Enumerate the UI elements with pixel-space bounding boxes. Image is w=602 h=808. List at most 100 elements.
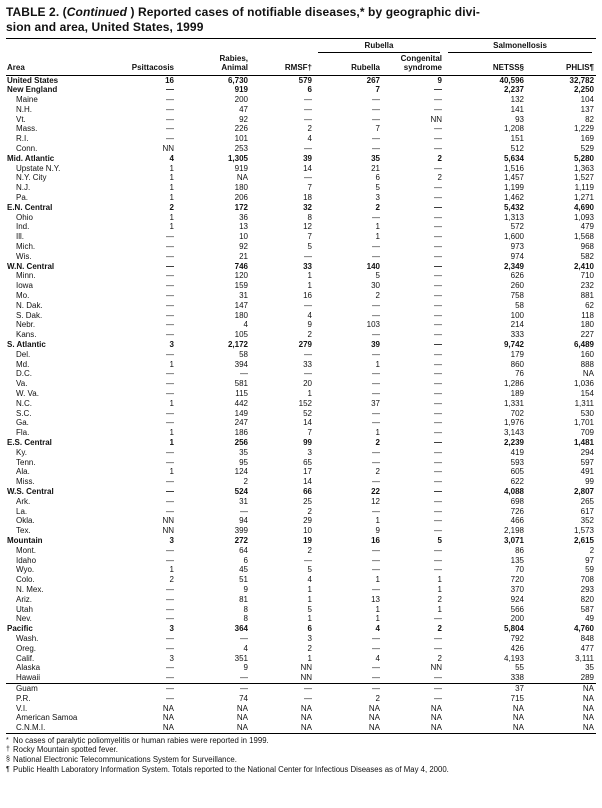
- area-cell: Wash.: [16, 633, 39, 643]
- value-cell: 289: [580, 673, 595, 683]
- value-cell: 351: [234, 653, 248, 663]
- area-row: S. Dak. — 180 4 — — 100 118: [6, 311, 596, 321]
- value-cell: 226: [234, 124, 248, 134]
- value-cell: 572: [510, 222, 524, 232]
- area-row: N.C. 1 442 152 37 — 1,331 1,311: [6, 399, 596, 409]
- value-cell: —: [434, 545, 442, 555]
- value-cell: 20: [303, 379, 312, 389]
- value-cell: 32: [303, 202, 312, 212]
- area-row: Vt. — 92 — — NN 93 82: [6, 115, 596, 125]
- value-cell: 74: [239, 693, 248, 703]
- value-cell: 4: [243, 643, 248, 653]
- value-cell: 5,804: [503, 624, 524, 634]
- area-row: D.C. — — — — — 76 NA: [6, 369, 596, 379]
- value-cell: 2: [375, 467, 380, 477]
- value-cell: 1,462: [503, 193, 524, 203]
- value-cell: —: [166, 447, 174, 457]
- value-cell: —: [434, 134, 442, 144]
- value-cell: —: [166, 320, 174, 330]
- value-cell: NA: [430, 713, 442, 723]
- value-cell: —: [434, 281, 442, 291]
- area-row: V.I. NA NA NA NA NA NA NA: [6, 704, 596, 714]
- area-cell: N. Dak.: [16, 300, 43, 310]
- value-cell: 1,199: [503, 183, 524, 193]
- value-cell: —: [434, 291, 442, 301]
- area-row: Okla. NN 94 29 1 — 466 352: [6, 516, 596, 526]
- value-cell: 1: [375, 359, 380, 369]
- value-cell: 1,516: [503, 163, 524, 173]
- col-header-psittacosis: Psittacosis: [118, 52, 176, 76]
- value-cell: 848: [580, 633, 595, 643]
- value-cell: 3,143: [503, 428, 524, 438]
- value-cell: —: [434, 300, 442, 310]
- value-cell: —: [434, 232, 442, 242]
- value-cell: NA: [236, 173, 248, 183]
- value-cell: NA: [300, 723, 312, 733]
- value-cell: 820: [580, 594, 595, 604]
- value-cell: 4: [169, 153, 174, 163]
- value-cell: NA: [430, 703, 442, 713]
- col-header-congenital-syndrome: Congenital syndrome: [382, 52, 444, 76]
- value-cell: 2: [307, 330, 312, 340]
- value-cell: 466: [510, 516, 524, 526]
- value-cell: NA: [526, 682, 597, 694]
- value-cell: 13: [239, 222, 248, 232]
- area-row: N.Y. City 1 NA — 6 2 1,457 1,527: [6, 173, 596, 183]
- value-cell: —: [372, 300, 380, 310]
- value-cell: NA: [162, 723, 174, 733]
- value-cell: NA: [236, 713, 248, 723]
- value-cell: —: [434, 271, 442, 281]
- footnote-line: † Rocky Mountain spotted fever.: [6, 745, 596, 755]
- value-cell: 1,313: [503, 212, 524, 222]
- value-cell: —: [372, 330, 380, 340]
- value-cell: NN: [162, 516, 174, 526]
- rabies-header-line1: Rabies,: [219, 53, 248, 63]
- value-cell: 189: [510, 389, 524, 398]
- value-cell: NN: [162, 144, 174, 154]
- value-cell: 159: [234, 281, 248, 291]
- value-cell: 7: [375, 124, 380, 134]
- value-cell: —: [166, 418, 174, 428]
- value-cell: 227: [580, 330, 595, 340]
- area-cell: Nev.: [16, 614, 32, 624]
- value-cell: —: [166, 124, 174, 134]
- value-cell: 279: [298, 340, 312, 350]
- area-row: Ill. — 10 7 1 — 1,600 1,568: [6, 232, 596, 242]
- value-cell: 101: [234, 134, 248, 144]
- area-cell: Ind.: [16, 222, 30, 232]
- value-cell: —: [434, 428, 442, 438]
- value-cell: 37: [371, 398, 380, 408]
- area-row: Colo. 2 51 4 1 1 720 708: [6, 575, 596, 585]
- value-cell: 394: [234, 359, 248, 369]
- value-cell: 160: [580, 349, 595, 359]
- rubella-group-header: Rubella: [318, 41, 440, 53]
- area-row: Wis. — 21 — — — 974 582: [6, 252, 596, 262]
- value-cell: 9: [375, 526, 380, 536]
- value-cell: —: [372, 134, 380, 144]
- value-cell: 8: [243, 604, 248, 614]
- value-cell: —: [166, 555, 174, 565]
- value-cell: 2,410: [573, 261, 595, 271]
- value-cell: —: [434, 310, 442, 320]
- value-cell: 180: [234, 310, 248, 320]
- value-cell: 1,036: [573, 379, 595, 389]
- footnote-symbol: *: [6, 736, 9, 744]
- value-cell: 35: [371, 153, 380, 163]
- value-cell: 1: [437, 584, 442, 594]
- area-cell: Ohio: [16, 212, 33, 222]
- value-cell: 1,568: [573, 232, 595, 242]
- value-cell: 147: [234, 300, 248, 310]
- area-row: Mich. — 92 5 — — 973 968: [6, 242, 596, 252]
- value-cell: 105: [234, 330, 248, 340]
- value-cell: —: [166, 291, 174, 301]
- area-row: Guam — — — — —37 NA: [6, 682, 597, 694]
- value-cell: 4,690: [573, 202, 595, 212]
- value-cell: —: [372, 104, 380, 114]
- value-cell: —: [372, 643, 380, 653]
- value-cell: 1,286: [503, 379, 524, 389]
- area-cell: Conn.: [16, 144, 38, 154]
- value-cell: NN: [430, 663, 442, 673]
- value-cell: 100: [510, 310, 524, 320]
- value-cell: NA: [582, 693, 595, 703]
- value-cell: 1: [375, 428, 380, 438]
